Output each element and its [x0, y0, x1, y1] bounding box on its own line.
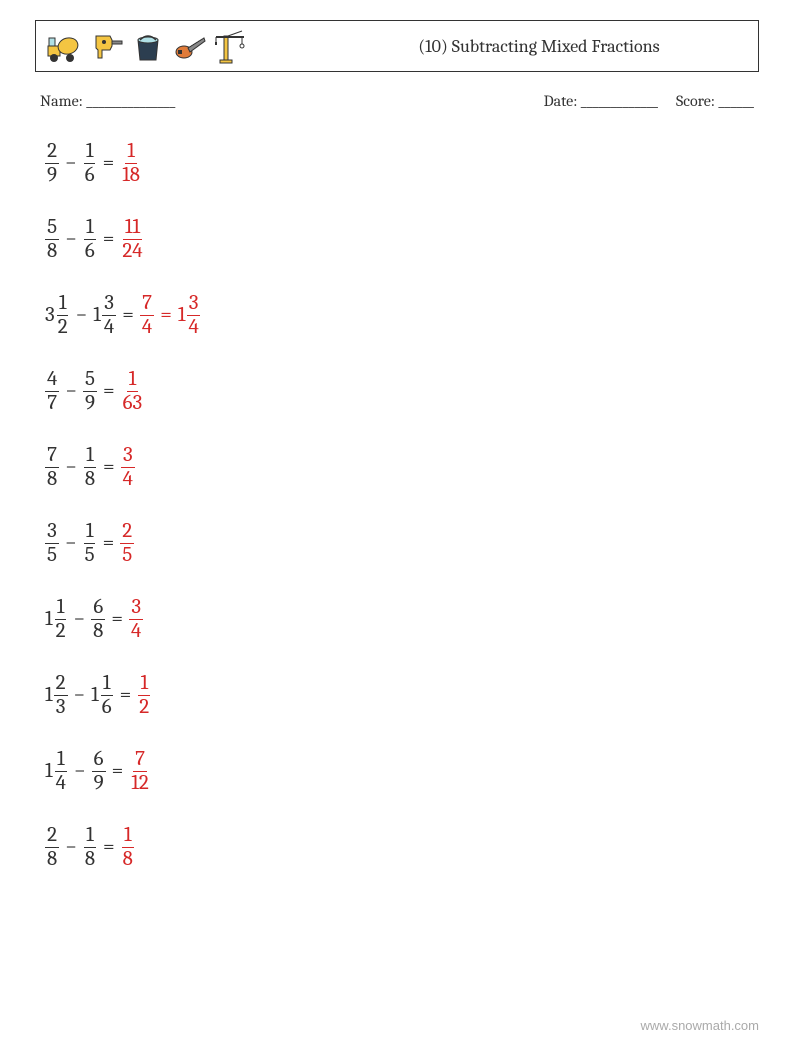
problem-row: 112−68=34 — [45, 596, 759, 642]
fraction: 134 — [93, 293, 116, 338]
problem-row: 35−15=25 — [45, 520, 759, 566]
worksheet-title: (10) Subtracting Mixed Fractions — [330, 36, 748, 57]
fraction: 116 — [91, 673, 113, 718]
fraction: 712 — [129, 749, 151, 794]
fraction: 35 — [45, 521, 59, 566]
minus-op: − — [65, 835, 77, 859]
fraction: 112 — [45, 597, 68, 642]
drill-icon — [88, 28, 124, 64]
fraction: 15 — [83, 521, 97, 566]
problem-row: 29−16=118 — [45, 140, 759, 186]
fraction: 74 — [140, 293, 154, 338]
minus-op: − — [65, 151, 77, 175]
chainsaw-icon — [172, 28, 208, 64]
paint-bucket-icon — [130, 28, 166, 64]
equals-op: = — [103, 455, 115, 479]
minus-op: − — [65, 531, 77, 555]
equals-op: = — [103, 227, 115, 251]
fraction: 59 — [83, 369, 97, 414]
equals-op: = — [160, 303, 172, 327]
fraction: 25 — [120, 521, 134, 566]
equals-op: = — [112, 759, 124, 783]
fraction: 18 — [83, 445, 97, 490]
problem-row: 58−16=1124 — [45, 216, 759, 262]
minus-op: − — [76, 303, 88, 327]
date-field: Date: _____________ — [544, 92, 658, 110]
minus-op: − — [65, 455, 77, 479]
problem-row: 114−69=712 — [45, 748, 759, 794]
equals-op: = — [111, 607, 123, 631]
fraction: 34 — [129, 597, 143, 642]
score-field: Score: ______ — [676, 92, 754, 110]
fraction: 28 — [45, 825, 59, 870]
fraction: 29 — [45, 141, 59, 186]
equals-op: = — [103, 151, 115, 175]
minus-op: − — [74, 759, 86, 783]
problem-row: 123−116 =12 — [45, 672, 759, 718]
fraction: 312 — [45, 293, 70, 338]
fraction: 16 — [83, 141, 97, 186]
fraction: 18 — [121, 825, 135, 870]
fraction: 123 — [45, 673, 68, 718]
cement-truck-icon — [46, 28, 82, 64]
equals-op: = — [103, 379, 115, 403]
footer-url: www.snowmath.com — [641, 1018, 759, 1033]
minus-op: − — [74, 607, 86, 631]
problem-row: 312−134=74=134 — [45, 292, 759, 338]
fraction: 58 — [45, 217, 59, 262]
equals-op: = — [103, 531, 115, 555]
fraction: 68 — [91, 597, 105, 642]
fraction: 118 — [120, 141, 142, 186]
minus-op: − — [74, 683, 86, 707]
equals-op: = — [120, 683, 132, 707]
minus-op: − — [65, 379, 77, 403]
fraction: 34 — [121, 445, 135, 490]
fraction: 163 — [121, 369, 145, 414]
header-box: (10) Subtracting Mixed Fractions — [35, 20, 759, 72]
equals-op: = — [103, 835, 115, 859]
fraction: 134 — [178, 293, 201, 338]
fraction: 12 — [137, 673, 151, 718]
problem-row: 47−59=163 — [45, 368, 759, 414]
fraction: 47 — [45, 369, 59, 414]
minus-op: − — [65, 227, 77, 251]
fraction: 16 — [83, 217, 97, 262]
fraction: 1124 — [120, 217, 144, 262]
header-icons — [46, 28, 250, 64]
meta-row: Name: _______________ Date: ____________… — [35, 92, 759, 110]
problem-row: 78−18=34 — [45, 444, 759, 490]
problem-row: 28−18=18 — [45, 824, 759, 870]
fraction: 18 — [83, 825, 97, 870]
crane-icon — [214, 28, 250, 64]
worksheet-page: (10) Subtracting Mixed Fractions Name: _… — [0, 0, 794, 920]
fraction: 69 — [92, 749, 106, 794]
fraction: 78 — [45, 445, 59, 490]
fraction: 114 — [45, 749, 68, 794]
equals-op: = — [122, 303, 134, 327]
name-field: Name: _______________ — [40, 92, 175, 110]
problems-list: 29−16=11858−16=1124312−134=74=13447−59=1… — [35, 140, 759, 870]
